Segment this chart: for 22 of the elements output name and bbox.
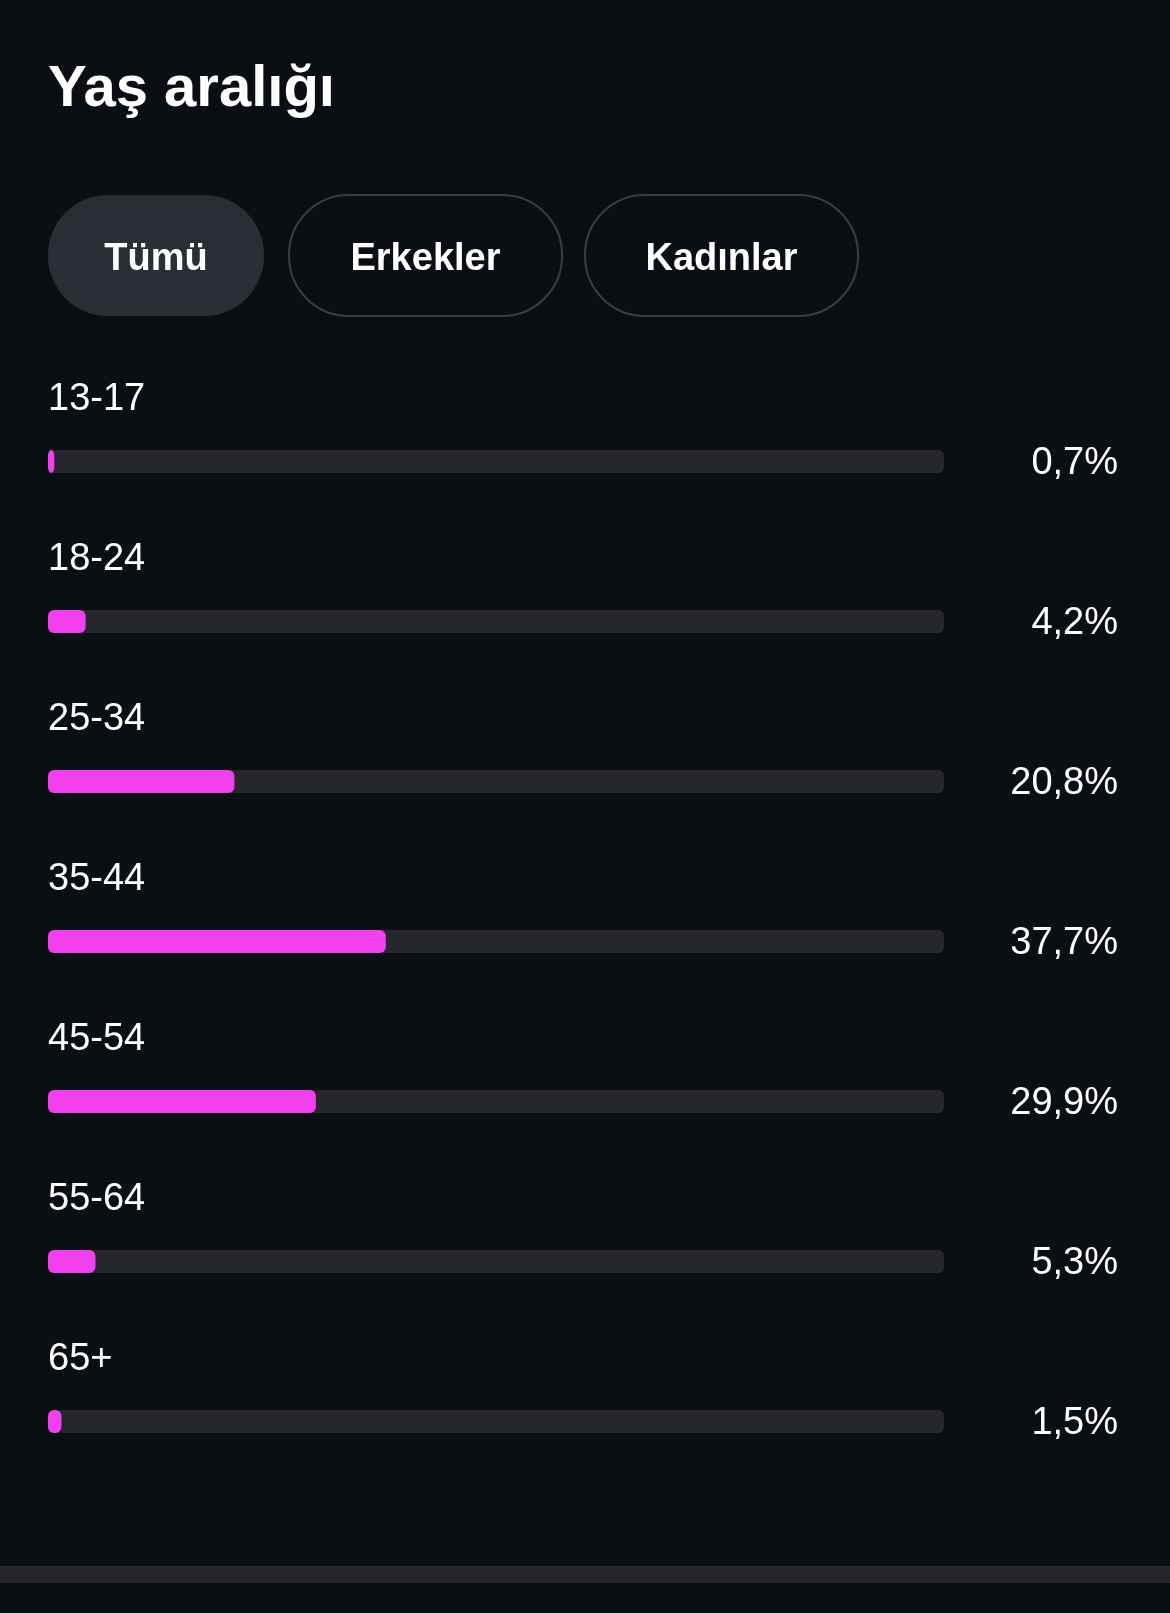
data-label: 1,5% xyxy=(1031,1400,1118,1442)
y-tick-label: 25-34 xyxy=(48,696,146,738)
data-label: 5,3% xyxy=(1031,1240,1118,1282)
data-label: 20,8% xyxy=(1010,760,1118,802)
y-tick-label: 65+ xyxy=(48,1336,113,1378)
bar xyxy=(48,610,86,633)
text: Kadınlar xyxy=(645,236,798,278)
bar xyxy=(48,1090,316,1113)
text: Erkekler xyxy=(350,236,501,278)
data-label: 4,2% xyxy=(1031,600,1118,642)
y-tick-label: 45-54 xyxy=(48,1016,146,1058)
y-tick-label: 55-64 xyxy=(48,1176,146,1218)
y-tick-label: 18-24 xyxy=(48,536,146,578)
bar xyxy=(48,1250,96,1273)
data-label: 29,9% xyxy=(1010,1080,1118,1122)
y-tick-label: 35-44 xyxy=(48,856,146,898)
y-tick-label: 13-17 xyxy=(48,376,146,418)
text: Tümü xyxy=(104,236,208,278)
data-label: 0,7% xyxy=(1031,440,1118,482)
data-label: 37,7% xyxy=(1010,920,1118,962)
bar xyxy=(48,770,235,793)
chart-title: Yaş aralığı xyxy=(48,53,335,118)
